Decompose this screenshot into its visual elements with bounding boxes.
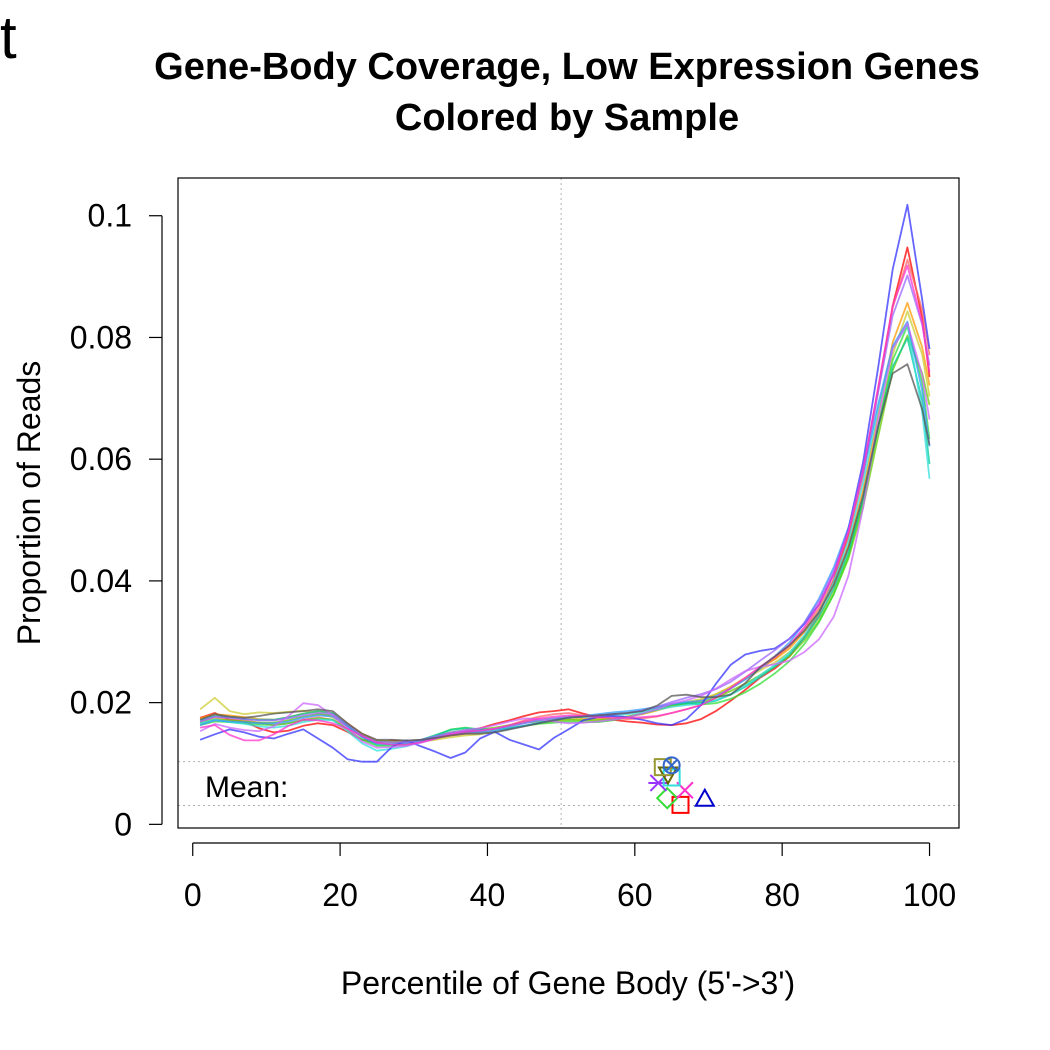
- mean-marker-circle-x-9: [662, 756, 681, 775]
- y-tick-label-0.06: 0.06: [70, 441, 132, 477]
- chart-subtitle: Colored by Sample: [395, 97, 739, 139]
- mean-marker-diamond-3: [655, 786, 679, 810]
- plot-frame: [177, 177, 960, 829]
- x-tick-label-100: 100: [903, 877, 956, 913]
- mean-marker-square-1: [671, 795, 690, 814]
- series-line-1: [199, 246, 931, 744]
- series-line-13: [199, 264, 931, 746]
- series-line-4: [199, 310, 931, 744]
- x-axis-title: Percentile of Gene Body (5'->3'): [341, 965, 795, 1001]
- reference-lines: [178, 178, 959, 828]
- mean-markers: [648, 756, 716, 814]
- y-tick-label-0.02: 0.02: [70, 685, 132, 721]
- mean-marker-triangle-2: [694, 787, 716, 807]
- y-tick-label-0.04: 0.04: [70, 563, 132, 599]
- series-line-12: [199, 322, 931, 749]
- series-line-8: [199, 323, 931, 752]
- series-line-3: [199, 301, 931, 744]
- x-tick-label-60: 60: [617, 877, 653, 913]
- series-line-5: [199, 334, 931, 743]
- y-tick-label-0.08: 0.08: [70, 319, 132, 355]
- mean-label: Mean:: [205, 771, 288, 804]
- x-axis: 0 20 40 60 80 100: [184, 842, 956, 913]
- chart-title: Gene-Body Coverage, Low Expression Genes: [154, 46, 980, 88]
- x-tick-label-20: 20: [322, 877, 358, 913]
- x-tick-label-40: 40: [470, 877, 506, 913]
- series-line-6: [199, 324, 931, 747]
- y-axis-title: Proportion of Reads: [11, 361, 47, 646]
- series-line-2: [199, 258, 931, 744]
- series-line-14: [199, 363, 931, 742]
- series-line-7: [199, 337, 931, 746]
- y-tick-label-0: 0: [114, 806, 132, 842]
- panel-letter: t: [0, 4, 17, 71]
- series-line-10: [199, 203, 931, 763]
- x-tick-label-80: 80: [764, 877, 800, 913]
- coverage-lines: [199, 203, 931, 763]
- series-line-9: [199, 320, 931, 745]
- y-axis: 0 0.02 0.04 0.06 0.08 0.1: [70, 198, 163, 842]
- series-line-11: [199, 274, 931, 744]
- y-tick-label-0.1: 0.1: [88, 198, 132, 234]
- x-tick-label-0: 0: [184, 877, 202, 913]
